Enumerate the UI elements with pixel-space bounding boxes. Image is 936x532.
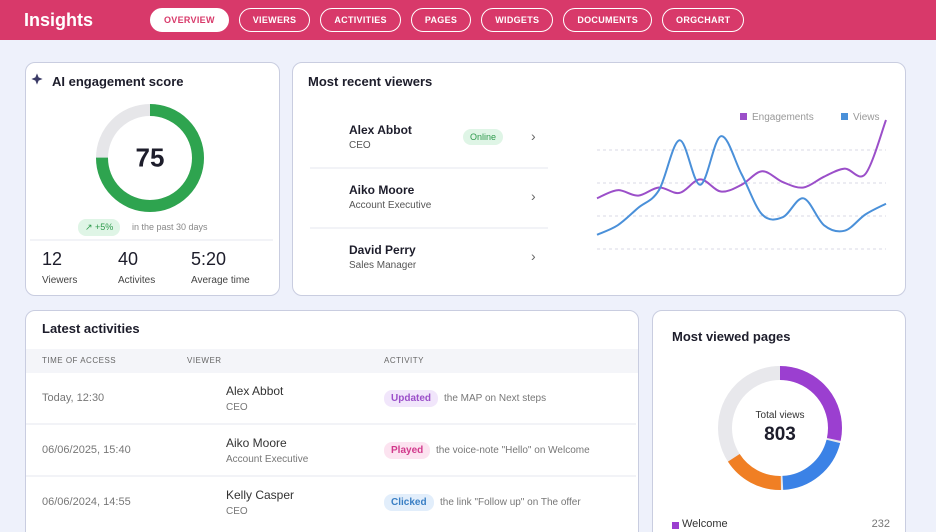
tab-bar: OVERVIEW VIEWERS ACTIVITIES PAGES WIDGETS DOC… [150, 8, 745, 32]
viewer-name: Alex Abbot [349, 123, 412, 137]
nav-tab[interactable]: OVERVIEW [150, 8, 229, 32]
viewer-role: Account Executive [349, 200, 432, 211]
stat-value: 40 [118, 249, 139, 269]
viewer-role: Sales Manager [349, 260, 417, 271]
column-header: TIME OF ACCESS [42, 356, 117, 365]
app-title: Insights [24, 10, 94, 30]
row-chevron[interactable]: › [531, 188, 536, 204]
total-value: 803 [764, 424, 796, 445]
legend-label: Engagements [752, 112, 814, 123]
row-chevron[interactable]: › [531, 248, 536, 264]
viewer-role: Account Executive [226, 454, 309, 465]
change-value: +5% [95, 222, 114, 232]
series-line [596, 119, 887, 200]
activities-card [25, 310, 639, 532]
change-note: in the past 30 days [132, 222, 208, 232]
pages-card [652, 310, 906, 532]
action-tag: Clicked [384, 494, 434, 511]
dividers [26, 167, 636, 477]
viewer-role: CEO [349, 140, 371, 151]
access-time: Today, 12:30 [42, 392, 105, 404]
pages-segment [718, 366, 842, 490]
stat-label: Activites [118, 275, 156, 286]
engagement-card [25, 62, 280, 296]
nav-tab[interactable]: ACTIVITIES [320, 8, 401, 32]
viewers-title: Most recent viewers [308, 74, 433, 89]
stat-label: Average time [191, 275, 250, 286]
legend-swatch [841, 113, 848, 120]
page-name: Welcome [682, 518, 728, 530]
nav-tab[interactable]: WIDGETS [481, 8, 554, 32]
column-header: ACTIVITY [384, 356, 425, 365]
change-badge: ↗ +5% [78, 219, 121, 236]
viewers-card [292, 62, 906, 296]
nav-tab[interactable]: ORGCHART [662, 8, 745, 32]
stat-label: Viewers [42, 275, 78, 286]
stat-value: 5:20 [191, 249, 227, 269]
series-line [596, 135, 887, 236]
legend-label: Views [853, 112, 880, 123]
legend-swatch [740, 113, 747, 120]
action-detail: the voice-note "Hello" on Welcome [436, 445, 590, 456]
nav-tab[interactable]: PAGES [410, 8, 472, 32]
legend-swatch [672, 522, 679, 529]
engagement-score: 75 [135, 142, 165, 173]
viewer-name: Aiko Moore [226, 436, 287, 450]
chart-guides [597, 149, 886, 250]
sparkle-icon [31, 73, 43, 85]
column-header: VIEWER [187, 356, 222, 365]
total-label: Total views [755, 410, 805, 421]
nav-tab[interactable]: DOCUMENTS [563, 8, 653, 32]
table-header [26, 349, 638, 373]
page-views: 232 [871, 518, 890, 530]
viewer-name: Alex Abbot [226, 384, 284, 398]
access-time: 06/06/2024, 14:55 [42, 496, 131, 508]
stat-value: 12 [42, 249, 63, 269]
pages-segment [718, 366, 842, 490]
action-tag: Updated [384, 390, 438, 407]
viewer-name: Aiko Moore [349, 183, 415, 197]
viewer-name: Kelly Casper [226, 488, 295, 502]
action-tag: Played [384, 442, 431, 459]
nav-tab[interactable]: VIEWERS [238, 8, 311, 32]
viewer-role: CEO [226, 402, 248, 413]
score-arc [96, 104, 204, 212]
action-detail: the link "Follow up" on The offer [440, 497, 581, 508]
status-badge: Online [463, 129, 504, 145]
access-time: 06/06/2025, 15:40 [42, 444, 131, 456]
engagement-title: AI engagement score [52, 74, 184, 89]
action-detail: the MAP on Next steps [444, 393, 547, 404]
activities-title: Latest activities [42, 321, 140, 336]
viewer-role: CEO [226, 506, 248, 517]
row-chevron[interactable]: › [531, 128, 536, 144]
viewer-name: David Perry [349, 243, 416, 257]
top-bar: Insights OVERVIEW VIEWERS ACTIVITIES PAGES W… [0, 0, 936, 40]
pages-title: Most viewed pages [672, 329, 791, 344]
